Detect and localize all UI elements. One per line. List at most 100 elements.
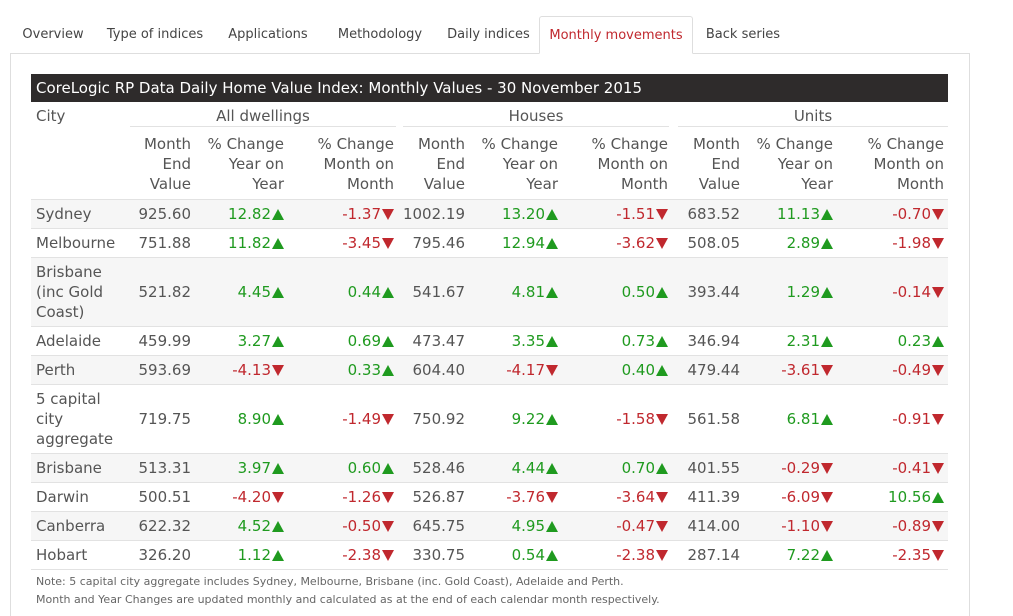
column-header-line: % Change — [867, 135, 944, 153]
city-name: Adelaide — [36, 332, 102, 350]
triangle-up-icon — [382, 286, 394, 298]
value-text: 401.55 — [687, 459, 741, 477]
group-underline — [678, 126, 948, 127]
value-text: 11.13 — [777, 205, 820, 223]
column-header-line: Month — [143, 135, 191, 153]
triangle-up-icon — [382, 462, 394, 474]
change-value: 1.12 — [194, 541, 284, 569]
column-header-line: Year — [801, 175, 833, 193]
triangle-down-icon — [932, 549, 944, 561]
value-text: 1002.19 — [402, 205, 465, 223]
value-text: 508.05 — [687, 234, 741, 252]
tab-type-of-indices[interactable]: Type of indices — [106, 27, 204, 42]
group-underline — [403, 126, 669, 127]
index-value: 287.14 — [670, 541, 741, 569]
value-text: 2.31 — [786, 332, 820, 350]
change-value: -0.29 — [743, 454, 833, 482]
triangle-up-icon — [272, 335, 284, 347]
change-value: 4.95 — [468, 512, 558, 540]
group-header-all-dwellings: All dwellings — [216, 107, 310, 125]
tab-methodology[interactable]: Methodology — [337, 27, 423, 42]
value-text: 7.22 — [786, 546, 820, 564]
value-text: 0.33 — [347, 361, 381, 379]
value-text: -2.35 — [892, 546, 931, 564]
change-value: -0.89 — [844, 512, 944, 540]
tab-back-series[interactable]: Back series — [705, 27, 781, 42]
index-value: 526.87 — [395, 483, 466, 511]
column-header-line: Month — [896, 175, 944, 193]
value-text: 12.94 — [502, 234, 545, 252]
change-value: -1.58 — [568, 385, 668, 453]
index-value: 473.47 — [395, 327, 466, 355]
tab-daily-indices[interactable]: Daily indices — [447, 27, 530, 42]
triangle-up-icon — [546, 413, 558, 425]
value-text: 393.44 — [687, 283, 741, 301]
value-text: -3.45 — [342, 234, 381, 252]
index-value: 330.75 — [395, 541, 466, 569]
index-value: 521.82 — [121, 258, 192, 326]
change-value: -1.49 — [294, 385, 394, 453]
city-name: Hobart — [36, 546, 88, 564]
value-text: -1.10 — [781, 517, 820, 535]
value-text: 4.44 — [511, 459, 545, 477]
index-value: 528.46 — [395, 454, 466, 482]
value-text: 4.81 — [511, 283, 545, 301]
tab-applications[interactable]: Applications — [228, 27, 308, 42]
value-text: 6.81 — [786, 410, 820, 428]
index-value: 508.05 — [670, 229, 741, 257]
value-text: -1.98 — [892, 234, 931, 252]
change-value: 11.13 — [743, 200, 833, 228]
triangle-up-icon — [932, 491, 944, 503]
group-header-units: Units — [793, 107, 833, 125]
triangle-down-icon — [656, 549, 668, 561]
tab-monthly-movements[interactable]: Monthly movements — [539, 16, 693, 54]
value-text: 0.70 — [621, 459, 655, 477]
column-header: % Change Year on Year — [468, 134, 558, 194]
value-text: -4.20 — [232, 488, 271, 506]
triangle-up-icon — [656, 335, 668, 347]
triangle-up-icon — [821, 335, 833, 347]
value-text: 795.46 — [412, 234, 466, 252]
table-title: CoreLogic RP Data Daily Home Value Index… — [31, 74, 948, 102]
value-text: 513.31 — [138, 459, 192, 477]
triangle-down-icon — [382, 549, 394, 561]
change-value: -2.35 — [844, 541, 944, 569]
value-text: -0.89 — [892, 517, 931, 535]
triangle-up-icon — [272, 462, 284, 474]
index-value: 541.67 — [395, 258, 466, 326]
value-text: -1.37 — [342, 205, 381, 223]
value-text: 593.69 — [138, 361, 192, 379]
index-value: 346.94 — [670, 327, 741, 355]
column-header-line: Value — [423, 175, 465, 193]
triangle-down-icon — [382, 208, 394, 220]
index-value: 751.88 — [121, 229, 192, 257]
triangle-up-icon — [821, 237, 833, 249]
value-text: 561.58 — [687, 410, 741, 428]
triangle-up-icon — [546, 520, 558, 532]
change-value: -1.37 — [294, 200, 394, 228]
city-name: Melbourne — [36, 234, 116, 252]
value-text: 683.52 — [687, 205, 741, 223]
triangle-up-icon — [546, 462, 558, 474]
index-value: 414.00 — [670, 512, 741, 540]
table-row: Brisbane 513.31 3.97 0.60 528.46 4.44 0.70 401.… — [31, 453, 948, 482]
triangle-down-icon — [656, 520, 668, 532]
change-value: 4.45 — [194, 258, 284, 326]
triangle-up-icon — [546, 208, 558, 220]
change-value: 0.54 — [468, 541, 558, 569]
change-value: 0.50 — [568, 258, 668, 326]
triangle-down-icon — [546, 491, 558, 503]
triangle-down-icon — [382, 237, 394, 249]
triangle-up-icon — [821, 286, 833, 298]
triangle-down-icon — [821, 491, 833, 503]
table-row: Perth 593.69 -4.13 0.33 604.40 -4.17 0.40 479.4… — [31, 355, 948, 384]
city-column-header: City — [36, 107, 66, 125]
tab-overview[interactable]: Overview — [22, 27, 84, 42]
triangle-up-icon — [656, 462, 668, 474]
column-header-line: Month — [346, 175, 394, 193]
triangle-up-icon — [272, 520, 284, 532]
change-value: 2.89 — [743, 229, 833, 257]
value-text: -1.51 — [616, 205, 655, 223]
value-text: 2.89 — [786, 234, 820, 252]
value-text: 521.82 — [138, 283, 192, 301]
